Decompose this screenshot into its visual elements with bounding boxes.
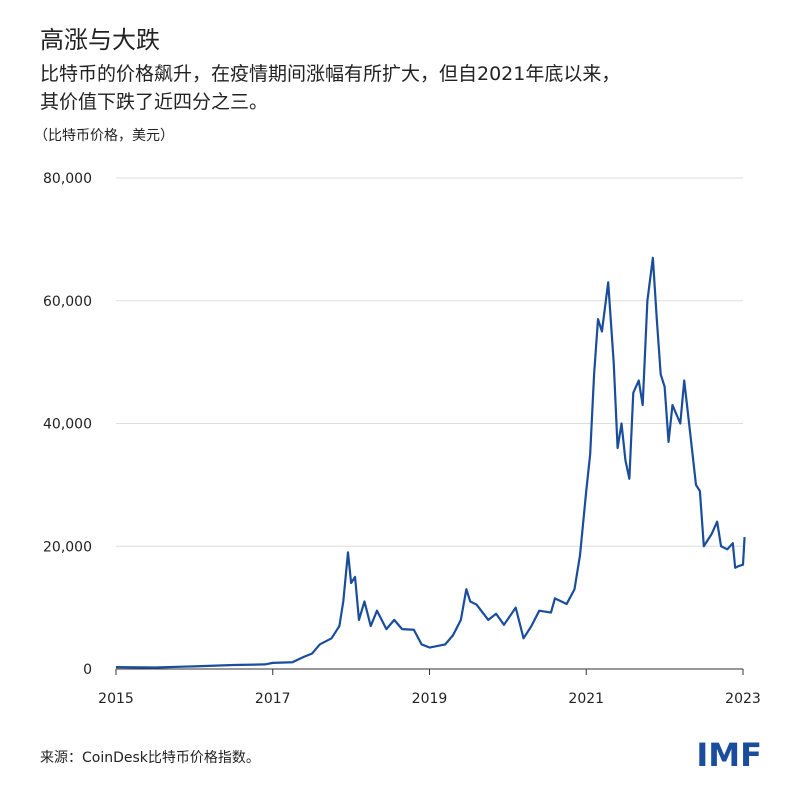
x-tick-label: 2017	[255, 691, 291, 707]
subtitle-line: 比特币的价格飙升，在疫情期间涨幅有所扩大，但自2021年底以来，	[40, 63, 620, 85]
y-tick-label: 20,000	[43, 539, 92, 555]
y-tick-label: 60,000	[43, 294, 92, 310]
logo: IMF	[696, 736, 762, 774]
price-line	[115, 256, 746, 669]
chart-title: 高涨与大跌	[40, 26, 160, 54]
y-tick-label: 80,000	[43, 171, 92, 187]
y-tick-label: 0	[83, 662, 92, 678]
x-tick-label: 2019	[412, 691, 448, 707]
x-tick-label: 2015	[98, 691, 134, 707]
axis-label: （比特币价格，美元）	[34, 128, 174, 144]
subtitle-line: 其价值下跌了近四分之三。	[40, 91, 268, 113]
y-tick-label: 40,000	[43, 417, 92, 433]
x-tick-label: 2021	[568, 691, 604, 707]
x-tick-label: 2023	[725, 691, 761, 707]
source: 来源：CoinDesk比特币价格指数。	[40, 750, 260, 766]
